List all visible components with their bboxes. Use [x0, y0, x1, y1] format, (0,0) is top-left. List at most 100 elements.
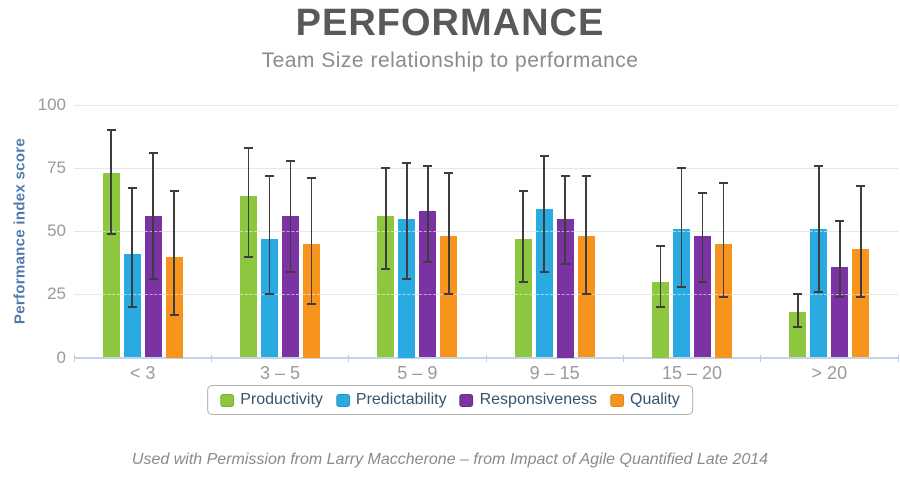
error-bar-line [173, 190, 175, 315]
error-bar-cap-top [423, 164, 433, 167]
x-axis-tick-2 [348, 354, 350, 362]
error-bar-line [268, 175, 271, 295]
error-bar-line [701, 193, 704, 282]
x-axis-label: 9 – 15 [529, 362, 580, 383]
error-bar-cap-bottom [381, 268, 391, 271]
error-bar-cap-bottom [814, 290, 824, 293]
y-tick-label: 100 [37, 95, 66, 114]
error-bar-cap-top [698, 192, 707, 195]
bar-gridline-overlay [810, 294, 828, 296]
legend-swatch [335, 393, 350, 407]
gridline-100 [74, 104, 898, 106]
error-bar-line [427, 165, 429, 262]
error-bar-cap-bottom [265, 293, 274, 296]
y-tick-label: 25 [47, 284, 66, 304]
legend-item-predictability[interactable]: Predictability [335, 391, 447, 409]
error-bar-cap-bottom [169, 313, 179, 316]
error-bar-cap-bottom [402, 278, 412, 281]
error-bar-cap-bottom [286, 270, 295, 273]
y-tick-label: 75 [47, 158, 66, 178]
legend-item-responsiveness[interactable]: Responsiveness [459, 391, 598, 409]
error-bar-line [818, 165, 820, 292]
error-bar-cap-bottom [444, 293, 454, 296]
x-axis-label: 5 – 9 [397, 362, 438, 383]
error-bar-line [680, 168, 683, 287]
error-bar-cap-bottom [835, 295, 845, 298]
bar-gridline-overlay [240, 294, 257, 296]
chart-title: PERFORMANCE [295, 2, 605, 44]
error-bar-line [543, 155, 545, 272]
x-axis-tick-4 [622, 354, 624, 362]
error-bar-cap-top [656, 245, 665, 248]
error-bar-cap-bottom [656, 306, 665, 308]
error-bar-cap-bottom [518, 280, 528, 283]
x-axis-tick-0 [73, 354, 75, 362]
error-bar-cap-bottom [560, 263, 570, 266]
gridline-25 [74, 293, 898, 295]
gridline-75 [74, 167, 898, 169]
error-bar-cap-top [539, 154, 549, 157]
error-bar-cap-top [127, 187, 137, 190]
error-bar-cap-bottom [106, 232, 116, 235]
error-bar-cap-bottom [677, 285, 686, 288]
error-bar-cap-bottom [127, 306, 137, 308]
error-bar-line [247, 147, 250, 257]
legend-item-quality[interactable]: Quality [610, 391, 680, 409]
legend-label: Predictability [355, 391, 447, 408]
error-bar-line [310, 178, 313, 305]
error-bar-cap-bottom [244, 255, 253, 258]
y-tick-label: 0 [56, 347, 66, 367]
x-axis-tick-3 [485, 354, 487, 362]
error-bar-line [839, 221, 841, 297]
y-tick-label: 50 [47, 221, 66, 241]
error-bar-cap-bottom [719, 295, 728, 298]
chart-subtitle: Team Size relationship to performance [261, 49, 639, 72]
error-bar-line [564, 175, 566, 265]
error-bar-cap-bottom [423, 260, 433, 263]
error-bar-cap-top [856, 184, 866, 187]
error-bar-cap-top [719, 182, 728, 185]
error-bar-cap-bottom [539, 270, 549, 273]
legend: Productivity Predictability Responsiveness… [207, 385, 693, 415]
error-bar-cap-top [402, 162, 412, 165]
x-axis-label: 15 – 20 [661, 362, 723, 383]
error-bar-cap-top [560, 174, 570, 177]
error-bar-cap-top [444, 172, 454, 175]
error-bar-cap-top [307, 177, 316, 180]
error-bar-line [110, 130, 112, 234]
error-bar-line [131, 188, 133, 307]
bar-gridline-overlay [377, 294, 395, 296]
error-bar-cap-bottom [793, 326, 803, 329]
legend-label: Responsiveness [479, 391, 598, 408]
error-bar-cap-top [169, 189, 179, 192]
error-bar-cap-top [677, 167, 686, 170]
error-bar-cap-top [106, 129, 116, 132]
error-bar-cap-top [793, 293, 803, 296]
error-bar-cap-top [835, 220, 845, 223]
error-bar-line [289, 160, 292, 272]
bar-productivity-6 [789, 312, 807, 358]
x-axis-label: < 3 [129, 362, 156, 383]
bar-responsiveness-5 [694, 236, 711, 358]
error-bar-line [585, 175, 587, 295]
x-axis-label: > 20 [811, 362, 848, 383]
error-bar-cap-top [814, 164, 824, 167]
error-bar-cap-bottom [856, 295, 866, 298]
legend-item-productivity[interactable]: Productivity [220, 391, 323, 409]
error-bar-line [152, 152, 154, 280]
error-bar-line [385, 168, 387, 270]
source-caption: Used with Permission from Larry Macchero… [131, 451, 769, 468]
error-bar-cap-top [148, 151, 158, 154]
bar-gridline-overlay [514, 294, 532, 296]
bar-gridline-overlay [282, 294, 299, 296]
bar-productivity-4 [514, 238, 532, 358]
error-bar-cap-top [286, 159, 295, 162]
bar-gridline-overlay [102, 294, 120, 296]
error-bar-cap-top [518, 189, 528, 192]
bar-gridline-overlay [535, 294, 553, 296]
error-bar-cap-top [265, 174, 274, 177]
error-bar-line [860, 185, 862, 297]
error-bar-line [722, 183, 725, 297]
bar-gridline-overlay [419, 294, 437, 296]
error-bar-cap-top [244, 146, 253, 149]
